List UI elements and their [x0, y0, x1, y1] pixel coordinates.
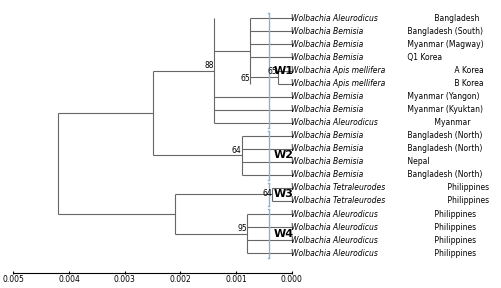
Text: Myanmar (Magway): Myanmar (Magway)	[404, 40, 482, 49]
Text: Bangladesh (South): Bangladesh (South)	[404, 27, 482, 36]
Text: Philippines: Philippines	[431, 209, 475, 219]
Text: 0.001: 0.001	[224, 275, 246, 284]
Text: Wolbachia Aleurodicus: Wolbachia Aleurodicus	[290, 236, 377, 245]
Text: 0.003: 0.003	[114, 275, 135, 284]
Text: 65: 65	[268, 67, 277, 76]
Text: 95: 95	[237, 224, 246, 233]
Text: Wolbachia Bemisia: Wolbachia Bemisia	[290, 53, 362, 62]
Text: Philippines: Philippines	[444, 196, 488, 205]
Text: Bangladesh (North): Bangladesh (North)	[404, 131, 481, 140]
Text: Wolbachia Tetraleurodes: Wolbachia Tetraleurodes	[290, 183, 384, 192]
Text: Philippines: Philippines	[431, 249, 475, 258]
Text: Myanmar (Kyuktan): Myanmar (Kyuktan)	[404, 105, 482, 114]
Text: Philippines: Philippines	[444, 183, 488, 192]
Text: Wolbachia Bemisia: Wolbachia Bemisia	[290, 144, 362, 153]
Text: 65: 65	[239, 74, 249, 83]
Text: Nepal: Nepal	[404, 157, 429, 166]
Text: Wolbachia Tetraleurodes: Wolbachia Tetraleurodes	[290, 196, 384, 205]
Text: Wolbachia Apis mellifera: Wolbachia Apis mellifera	[290, 79, 384, 88]
Text: Wolbachia Bemisia: Wolbachia Bemisia	[290, 131, 362, 140]
Text: Philippines: Philippines	[431, 223, 475, 232]
Text: W1: W1	[273, 66, 293, 75]
Text: Wolbachia Aleurodicus: Wolbachia Aleurodicus	[290, 223, 377, 232]
Text: 88: 88	[204, 61, 213, 70]
Text: Wolbachia Apis mellifera: Wolbachia Apis mellifera	[290, 66, 384, 75]
Text: Wolbachia Bemisia: Wolbachia Bemisia	[290, 157, 362, 166]
Text: 0.004: 0.004	[58, 275, 80, 284]
Text: Wolbachia Bemisia: Wolbachia Bemisia	[290, 105, 362, 114]
Text: 0.002: 0.002	[169, 275, 191, 284]
Text: Wolbachia Bemisia: Wolbachia Bemisia	[290, 27, 362, 36]
Text: 0.005: 0.005	[3, 275, 25, 284]
Text: Wolbachia Aleurodicus: Wolbachia Aleurodicus	[290, 249, 377, 258]
Text: Bangladesh (North): Bangladesh (North)	[404, 144, 481, 153]
Text: Myanmar: Myanmar	[431, 118, 469, 127]
Text: 64: 64	[231, 146, 241, 155]
Text: Bangladesh (North): Bangladesh (North)	[404, 170, 481, 179]
Text: Wolbachia Aleurodicus: Wolbachia Aleurodicus	[290, 209, 377, 219]
Text: A Korea: A Korea	[451, 66, 483, 75]
Text: Wolbachia Bemisia: Wolbachia Bemisia	[290, 92, 362, 101]
Text: Bangladesh: Bangladesh	[431, 14, 478, 23]
Text: W3: W3	[273, 190, 293, 200]
Text: B Korea: B Korea	[451, 79, 482, 88]
Text: 64: 64	[262, 189, 272, 198]
Text: Q1 Korea: Q1 Korea	[404, 53, 441, 62]
Text: Wolbachia Bemisia: Wolbachia Bemisia	[290, 40, 362, 49]
Text: W2: W2	[273, 150, 293, 160]
Text: Wolbachia Aleurodicus: Wolbachia Aleurodicus	[290, 118, 377, 127]
Text: Philippines: Philippines	[431, 236, 475, 245]
Text: Wolbachia Aleurodicus: Wolbachia Aleurodicus	[290, 14, 377, 23]
Text: Myanmar (Yangon): Myanmar (Yangon)	[404, 92, 478, 101]
Text: Wolbachia Bemisia: Wolbachia Bemisia	[290, 170, 362, 179]
Text: W4: W4	[273, 229, 294, 238]
Text: 0.000: 0.000	[280, 275, 302, 284]
